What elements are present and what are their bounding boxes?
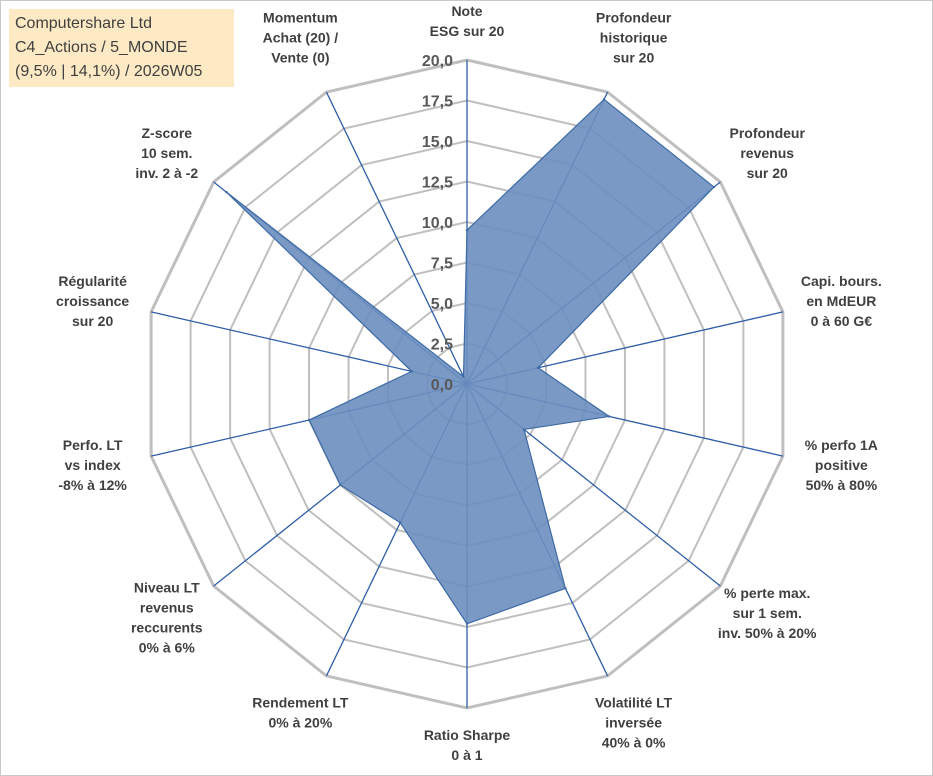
axis-label-10-line-1: vs index <box>65 457 121 473</box>
axis-label-12-line-2: inv. 2 à -2 <box>135 165 198 181</box>
tick-label-7: 17,5 <box>422 94 453 111</box>
info-company: Computershare Ltd <box>15 15 152 32</box>
info-box: Computershare Ltd C4_Actions / 5_MONDE (… <box>9 9 234 87</box>
axis-label-1: Profondeur historique sur 20 <box>596 9 672 65</box>
axis-label-12-line-1: 10 sem. <box>141 145 192 161</box>
tick-label-5: 12,5 <box>422 175 453 192</box>
spoke-13 <box>325 91 468 385</box>
data-point-6 <box>564 587 567 590</box>
axis-label-4: % perfo 1A positive 50% à 80% <box>805 437 878 493</box>
axis-label-13-line-0: Momentum <box>263 9 338 25</box>
axis-label-11-line-2: sur 20 <box>72 313 113 329</box>
axis-label-11-line-0: Régularité <box>58 273 127 289</box>
tick-layer: 0,0 2,5 5,0 7,5 10,0 12,5 15,0 17,5 20,0 <box>422 53 453 394</box>
axis-label-8: Rendement LT 0% à 20% <box>252 695 349 731</box>
axis-label-4-line-1: positive <box>815 457 868 473</box>
axis-label-5-line-1: sur 1 sem. <box>733 605 802 621</box>
tick-label-4: 10,0 <box>422 215 453 232</box>
axis-label-2-line-0: Profondeur <box>729 125 805 141</box>
axis-label-4-line-2: 50% à 80% <box>806 477 878 493</box>
series-area <box>225 98 715 625</box>
tick-label-6: 15,0 <box>422 134 453 151</box>
axis-label-9-line-1: revenus <box>140 599 194 615</box>
axis-label-13-line-2: Vente (0) <box>271 49 329 65</box>
data-point-0 <box>465 228 469 232</box>
tick-label-1: 2,5 <box>431 337 453 354</box>
axis-label-5-line-2: inv. 50% à 20% <box>718 625 817 641</box>
series-layer <box>225 98 716 625</box>
label-layer: Note ESG sur 20 Profondeur historique sur 20… <box>56 3 882 763</box>
axis-label-11: Régularité croissance sur 20 <box>56 273 129 329</box>
axis-label-3: Capi. bours. en MdEUR 0 à 60 G€ <box>801 273 882 329</box>
axis-label-1-line-1: historique <box>600 29 668 45</box>
axis-label-6: Volatilité LT inversée 40% à 0% <box>595 695 673 751</box>
axis-label-9: Niveau LT revenus reccurents 0% à 6% <box>131 579 203 655</box>
data-point-2 <box>712 185 716 189</box>
data-point-12 <box>225 190 228 194</box>
axis-label-2-line-2: sur 20 <box>747 165 788 181</box>
axis-label-5: % perte max. sur 1 sem. inv. 50% à 20% <box>718 585 817 641</box>
axis-label-11-line-1: croissance <box>56 293 129 309</box>
axis-label-0-line-1: ESG sur 20 <box>430 23 505 39</box>
tick-label-3: 7,5 <box>431 256 453 273</box>
tick-label-0: 0,0 <box>431 377 453 394</box>
axis-label-4-line-0: % perfo 1A <box>805 437 878 453</box>
axis-label-10-line-2: -8% à 12% <box>58 477 127 493</box>
axis-label-6-line-1: inversée <box>605 715 662 731</box>
info-stats: (9,5% | 14,1%) / 2026W05 <box>15 63 203 80</box>
axis-label-7-line-1: 0 à 1 <box>451 747 482 763</box>
data-point-9 <box>339 483 342 487</box>
axis-label-13-line-1: Achat (20) / <box>263 29 339 45</box>
data-point-8 <box>399 521 402 524</box>
data-point-11 <box>410 370 413 373</box>
axis-label-7: Ratio Sharpe 0 à 1 <box>424 727 511 763</box>
data-point-3 <box>536 366 540 369</box>
axis-label-9-line-3: 0% à 6% <box>139 639 196 655</box>
axis-label-2: Profondeur revenus sur 20 <box>729 125 805 181</box>
axis-label-8-line-0: Rendement LT <box>252 695 349 711</box>
axis-label-2-line-1: revenus <box>740 145 794 161</box>
axis-label-0: Note ESG sur 20 <box>430 3 505 39</box>
info-category: C4_Actions / 5_MONDE <box>15 39 188 56</box>
axis-label-13: Momentum Achat (20) / Vente (0) <box>263 9 339 65</box>
tick-label-2: 5,0 <box>431 296 453 313</box>
axis-label-8-line-1: 0% à 20% <box>268 715 332 731</box>
axis-label-1-line-2: sur 20 <box>613 49 654 65</box>
tick-label-8: 20,0 <box>422 53 453 70</box>
axis-label-0-line-0: Note <box>451 3 482 19</box>
data-point-7 <box>465 622 469 625</box>
data-point-13 <box>462 375 465 378</box>
axis-label-10-line-0: Perfo. LT <box>63 437 123 453</box>
axis-label-12-line-0: Z-score <box>141 125 192 141</box>
axis-label-10: Perfo. LT vs index -8% à 12% <box>58 437 127 493</box>
axis-label-9-line-0: Niveau LT <box>134 579 200 595</box>
axis-label-9-line-2: reccurents <box>131 619 203 635</box>
data-point-4 <box>607 415 611 418</box>
axis-label-3-line-2: 0 à 60 G€ <box>811 313 873 329</box>
axis-label-12: Z-score 10 sem. inv. 2 à -2 <box>135 125 198 181</box>
axis-label-6-line-0: Volatilité LT <box>595 695 673 711</box>
axis-label-5-line-0: % perte max. <box>724 585 810 601</box>
axis-label-1-line-0: Profondeur <box>596 9 672 25</box>
data-point-1 <box>602 98 606 101</box>
data-point-10 <box>307 418 311 422</box>
axis-label-7-line-0: Ratio Sharpe <box>424 727 511 743</box>
data-point-5 <box>522 428 526 431</box>
axis-label-3-line-0: Capi. bours. <box>801 273 882 289</box>
axis-label-6-line-2: 40% à 0% <box>602 735 666 751</box>
axis-label-3-line-1: en MdEUR <box>806 293 876 309</box>
